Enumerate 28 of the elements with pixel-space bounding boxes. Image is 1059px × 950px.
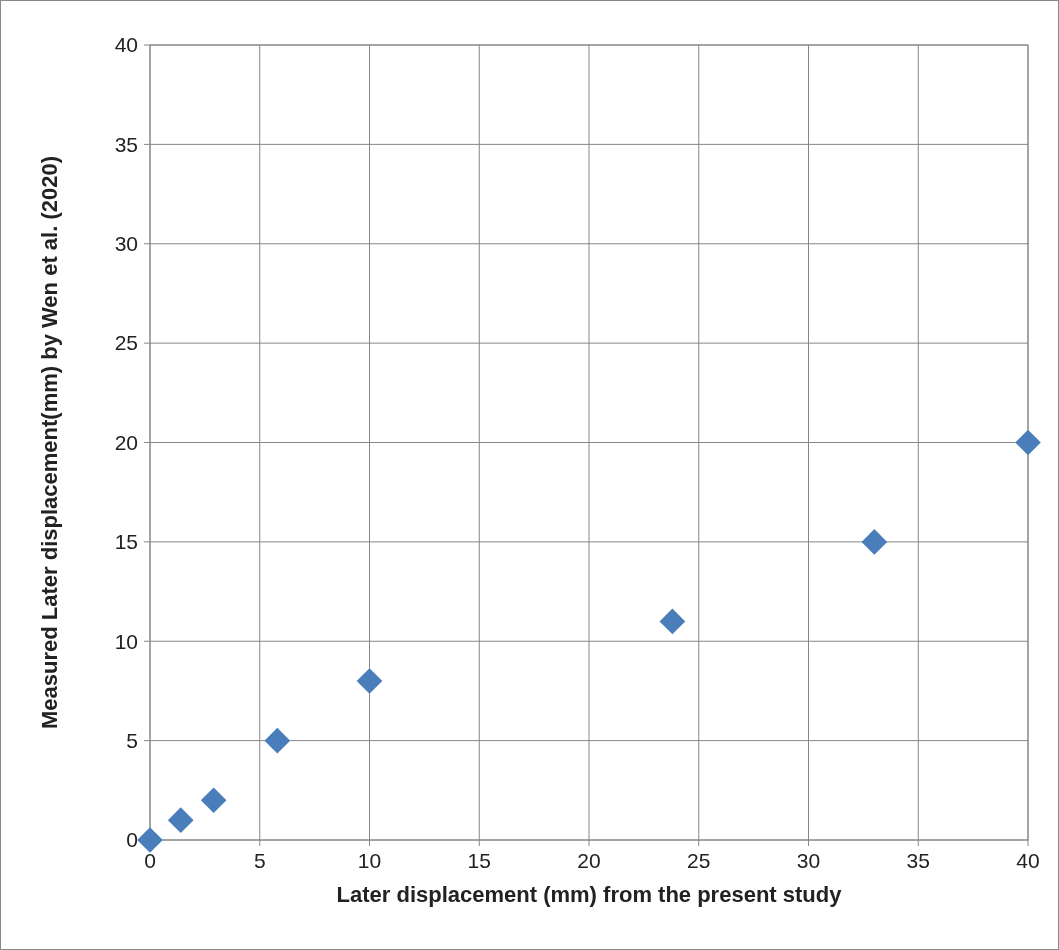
point bbox=[861, 529, 888, 555]
x-tick-label: 40 bbox=[1016, 849, 1040, 872]
x-tick-label: 10 bbox=[357, 849, 382, 872]
x-tick-label: 5 bbox=[253, 849, 266, 872]
y-tick-label: 35 bbox=[114, 132, 138, 156]
point bbox=[137, 827, 163, 853]
y-tick-label: 30 bbox=[114, 232, 138, 256]
x-tick-label: 0 bbox=[144, 849, 156, 872]
y-tick-label: 0 bbox=[126, 828, 138, 852]
y-axis-title: Measured Later displacement(mm) by Wen et al. (2020) bbox=[37, 156, 62, 729]
x-tick-label: 35 bbox=[906, 849, 930, 872]
x-axis-title: Later displacement (mm) from the present study bbox=[336, 882, 843, 907]
point bbox=[1015, 429, 1041, 456]
y-tick-label: 5 bbox=[126, 728, 138, 752]
x-tick-label: 15 bbox=[467, 849, 491, 872]
y-tick-label: 15 bbox=[114, 530, 138, 554]
y-tick-label: 25 bbox=[114, 331, 138, 355]
point bbox=[264, 727, 291, 754]
x-tick-label: 25 bbox=[687, 849, 711, 872]
point bbox=[167, 807, 194, 833]
x-tick-label: 30 bbox=[796, 849, 821, 872]
y-tick-label: 20 bbox=[114, 430, 138, 454]
point bbox=[200, 787, 227, 814]
y-tick-label: 10 bbox=[114, 629, 138, 653]
point bbox=[356, 668, 383, 694]
x-tick-label: 20 bbox=[577, 849, 601, 872]
point bbox=[659, 608, 686, 635]
y-tick-label: 40 bbox=[114, 33, 138, 57]
